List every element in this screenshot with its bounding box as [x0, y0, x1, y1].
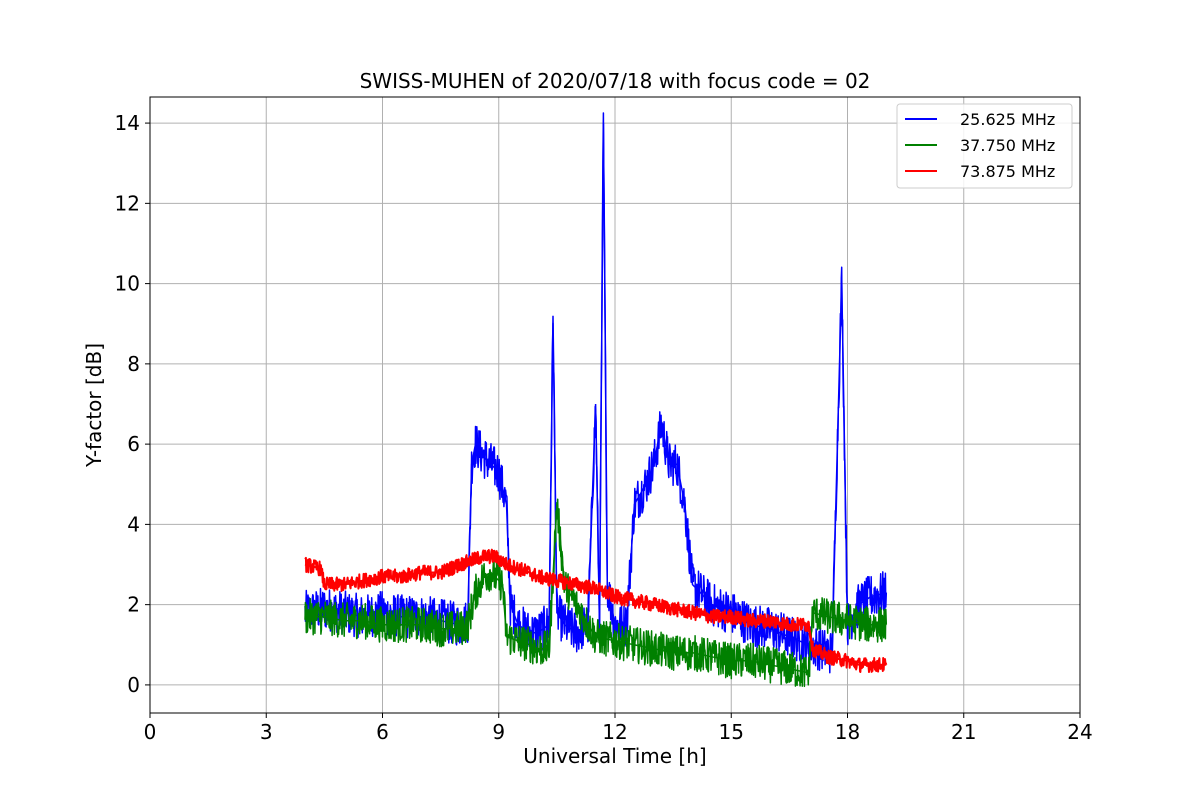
series-line-1: [304, 498, 888, 688]
legend-box: [896, 103, 1073, 189]
x-tick-label: 24: [1067, 720, 1092, 744]
series-line-2: [304, 548, 888, 673]
y-tick-label: 0: [127, 673, 140, 697]
legend: 25.625 MHz 37.750 MHz 73.875 MHz: [896, 103, 1073, 189]
y-tick-label: 4: [127, 512, 140, 536]
x-tick-label: 9: [492, 720, 505, 744]
y-tick-label: 14: [115, 111, 140, 135]
x-axis-title: Universal Time [h]: [523, 744, 706, 768]
legend-label-2: 73.875 MHz: [960, 162, 1055, 181]
x-tick-label: 0: [144, 720, 157, 744]
y-tick-label: 6: [127, 432, 140, 456]
chart-title: SWISS-MUHEN of 2020/07/18 with focus cod…: [360, 69, 871, 93]
x-tick-label: 15: [719, 720, 744, 744]
y-axis-title: Y-factor [dB]: [82, 343, 106, 468]
legend-label-1: 37.750 MHz: [960, 136, 1055, 155]
series-points-2: [304, 555, 887, 666]
x-tick-label: 18: [835, 720, 860, 744]
y-tick-label: 8: [127, 352, 140, 376]
x-tick-label: 3: [260, 720, 273, 744]
y-tick-label: 2: [127, 593, 140, 617]
x-tick-label: 6: [376, 720, 389, 744]
legend-label-0: 25.625 MHz: [960, 110, 1055, 129]
series-points-1: [305, 504, 887, 674]
y-tick-label: 12: [115, 191, 140, 215]
x-tick-label: 12: [602, 720, 627, 744]
x-tick-label: 21: [951, 720, 976, 744]
y-tick-label: 10: [115, 272, 140, 296]
series-layer: [304, 112, 888, 688]
